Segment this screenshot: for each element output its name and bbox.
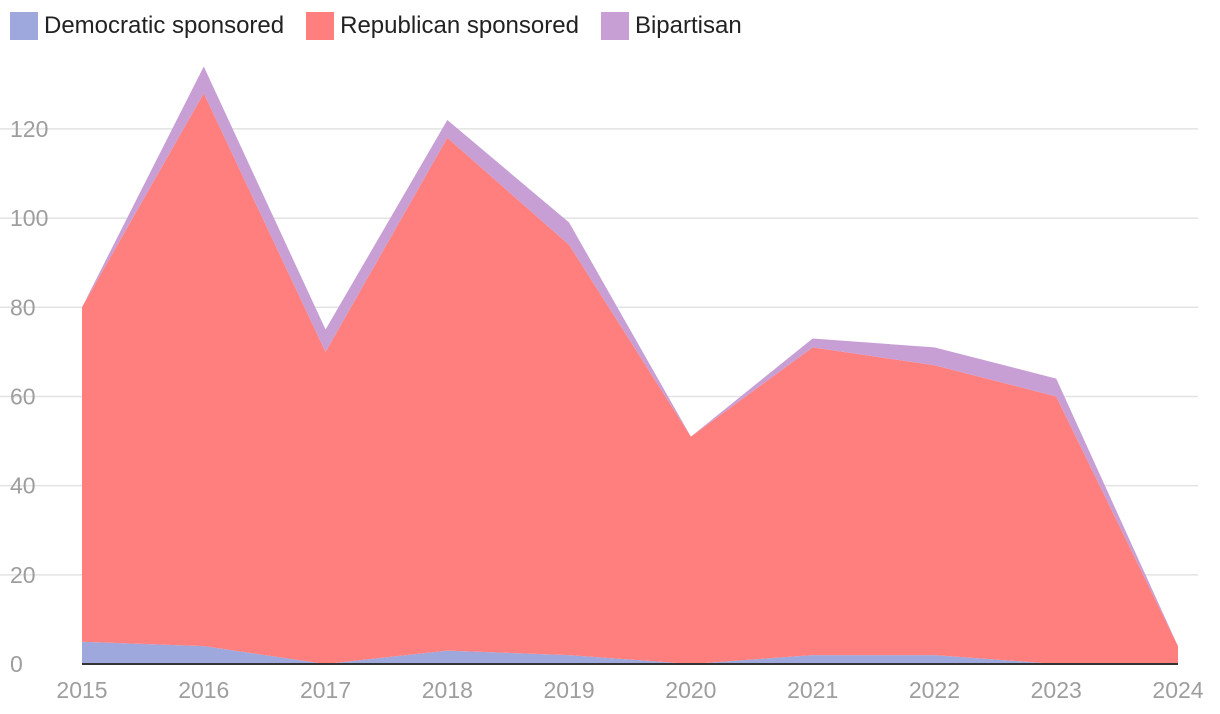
x-tick-label: 2018: [422, 677, 473, 703]
y-tick-label: 0: [10, 651, 23, 677]
legend-swatch-democratic: [10, 12, 38, 40]
data-point-bipartisan-2017[interactable]: [323, 327, 329, 333]
data-point-bipartisan-2018[interactable]: [444, 117, 450, 123]
x-tick-label: 2015: [56, 677, 107, 703]
y-tick-label: 80: [10, 294, 36, 320]
data-point-bipartisan-2023[interactable]: [1053, 376, 1059, 382]
y-tick-label: 120: [10, 116, 48, 142]
y-tick-label: 20: [10, 562, 36, 588]
legend-item-republican[interactable]: Republican sponsored: [306, 12, 579, 40]
data-point-bipartisan-2024[interactable]: [1175, 643, 1181, 649]
legend-item-democratic[interactable]: Democratic sponsored: [10, 12, 284, 40]
y-tick-label: 60: [10, 383, 36, 409]
data-point-bipartisan-2022[interactable]: [931, 344, 937, 350]
legend-swatch-bipartisan: [600, 12, 629, 40]
legend-label-bipartisan: Bipartisan: [634, 12, 742, 39]
data-point-bipartisan-2021[interactable]: [810, 335, 816, 341]
area-bipartisan[interactable]: [82, 66, 1178, 647]
x-tick-label: 2019: [544, 677, 595, 703]
legend-swatch-republican: [306, 12, 335, 40]
area-series: [79, 63, 1181, 664]
y-tick-label: 40: [10, 473, 36, 499]
chart-legend: Democratic sponsored Republican sponsore…: [10, 10, 764, 42]
area-republican-sponsored[interactable]: [82, 93, 1178, 664]
axes: 0 20 40 60 80 100 120 2015 2016 2017 2018 2019 2020 2…: [10, 116, 1204, 703]
x-tick-label: 2017: [300, 677, 351, 703]
legend-item-bipartisan[interactable]: Bipartisan: [600, 12, 742, 40]
x-tick-label: 2024: [1152, 677, 1203, 703]
y-tick-label: 100: [10, 205, 48, 231]
data-point-bipartisan-2020[interactable]: [688, 434, 694, 440]
area-democratic-sponsored[interactable]: [82, 641, 1178, 664]
x-tick-label: 2021: [787, 677, 838, 703]
data-point-bipartisan-2015[interactable]: [79, 304, 85, 310]
x-tick-label: 2016: [178, 677, 229, 703]
x-tick-label: 2020: [665, 677, 716, 703]
x-tick-label: 2023: [1031, 677, 1082, 703]
legend-label-democratic: Democratic sponsored: [44, 12, 285, 39]
legend-label-republican: Republican sponsored: [340, 12, 579, 39]
x-tick-label: 2022: [909, 677, 960, 703]
data-point-bipartisan-2019[interactable]: [566, 220, 572, 226]
data-point-bipartisan-2016[interactable]: [201, 63, 207, 69]
